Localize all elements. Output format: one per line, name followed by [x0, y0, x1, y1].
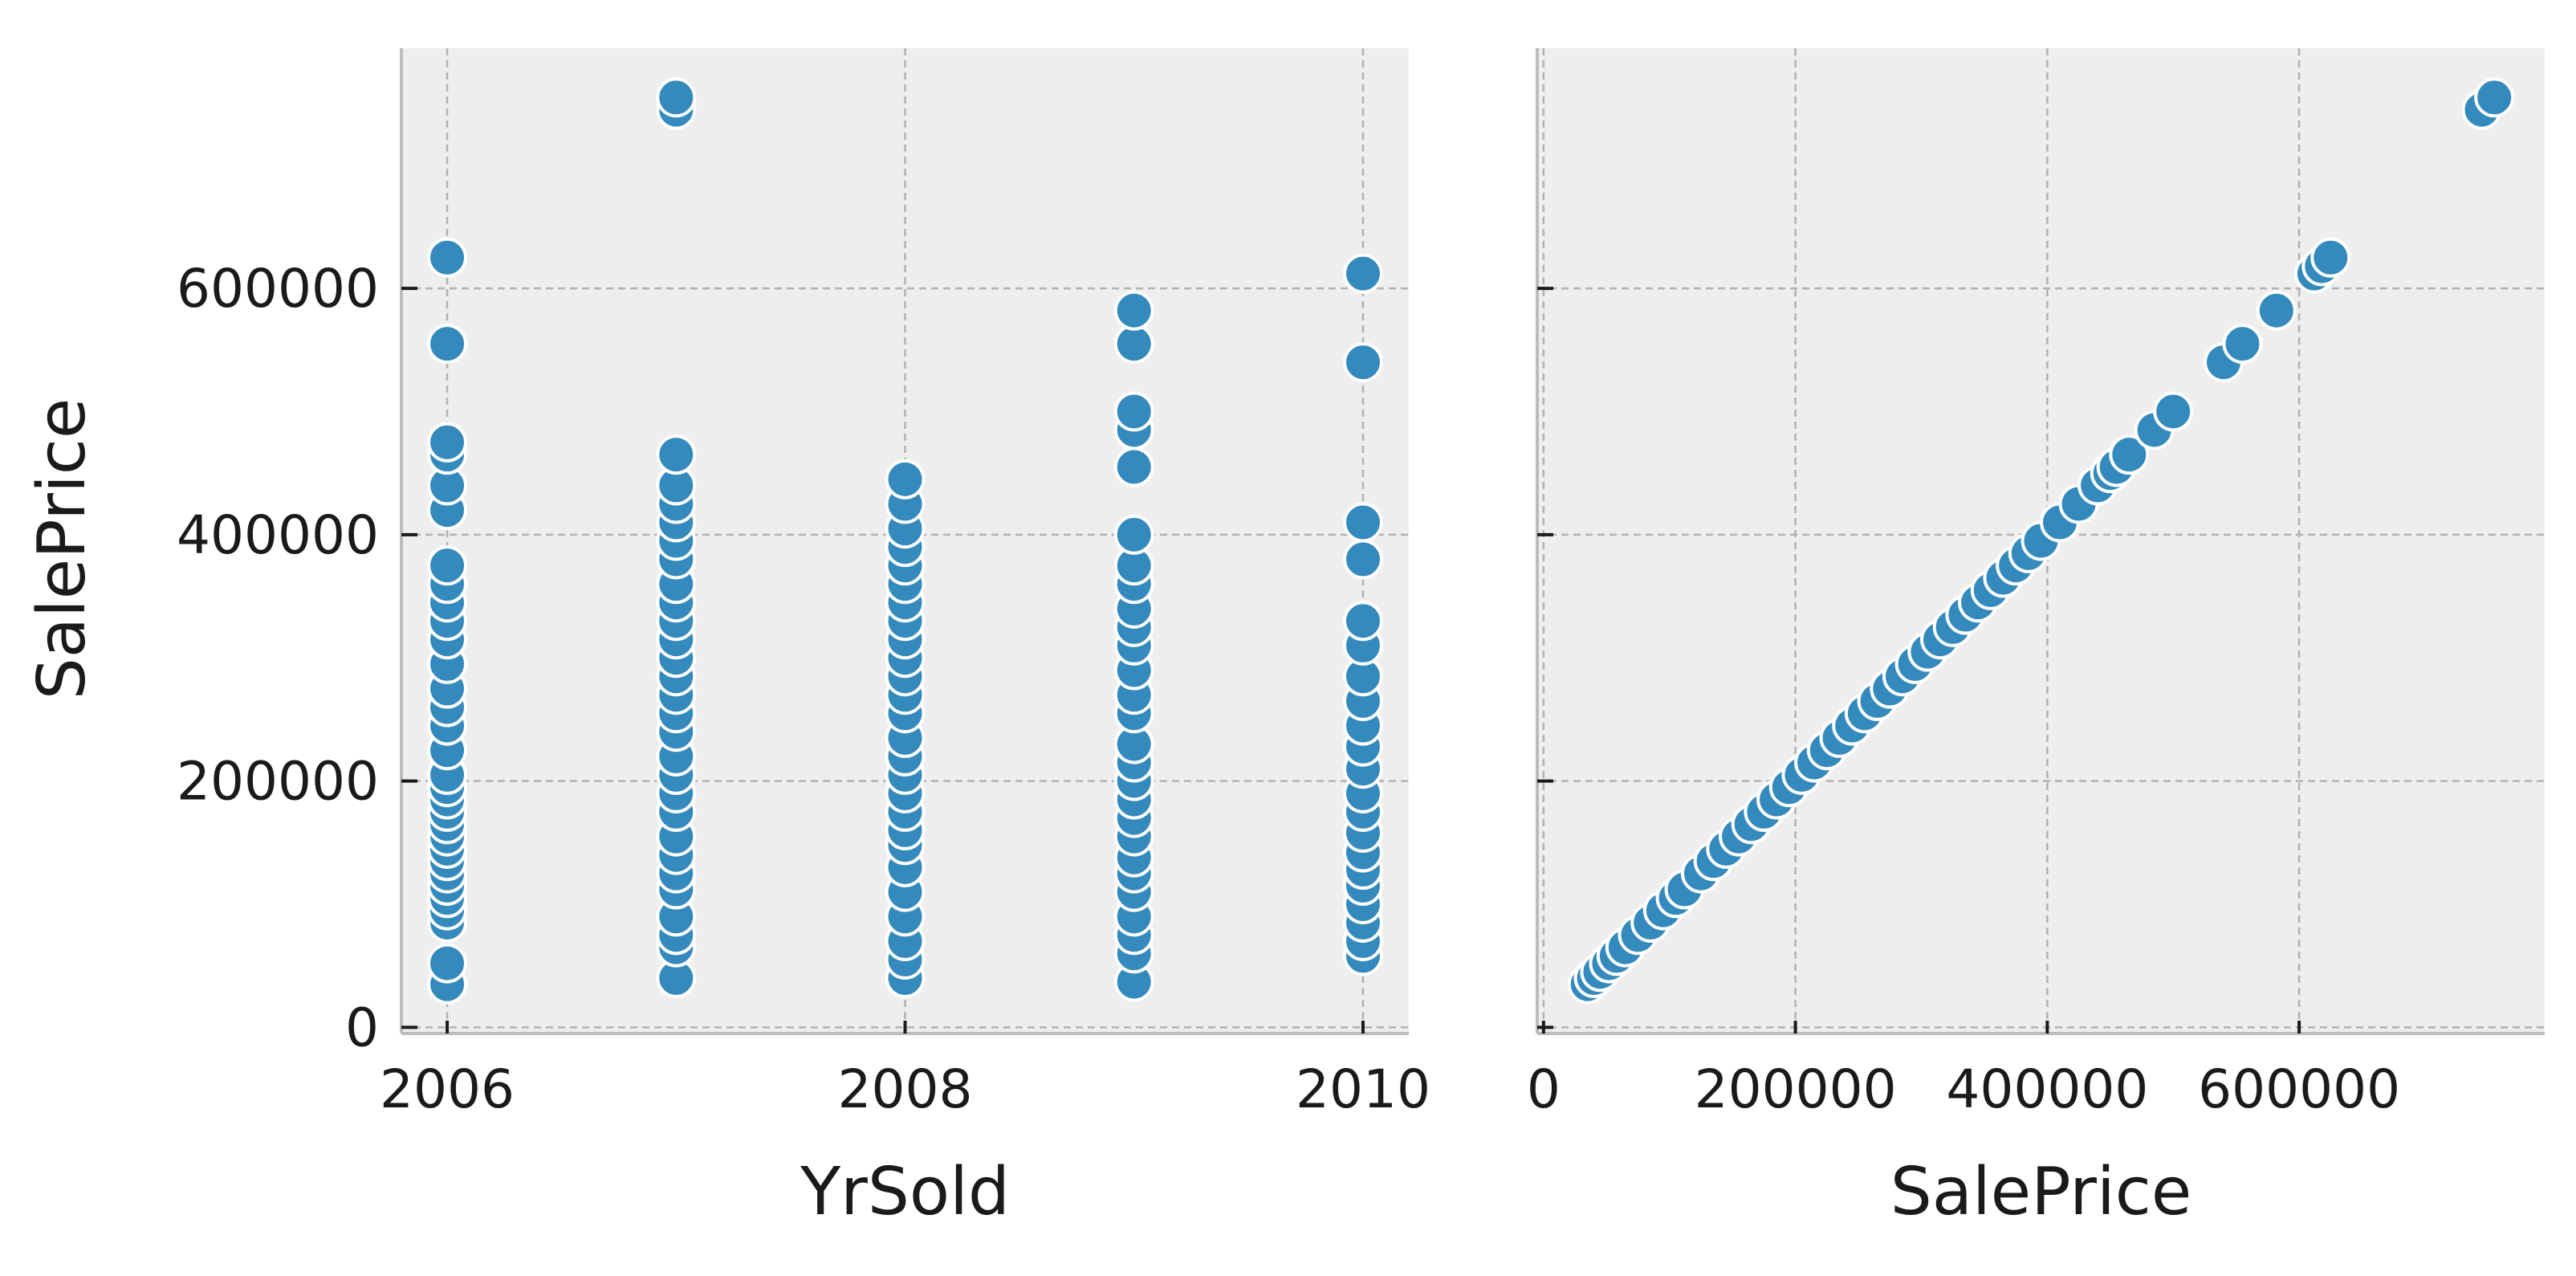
data-point — [1113, 446, 1154, 487]
x-tick-label: 2008 — [838, 1058, 973, 1120]
data-point — [2222, 324, 2263, 365]
data-point — [656, 434, 697, 475]
data-point — [427, 545, 468, 586]
data-point — [2310, 237, 2351, 278]
data-point — [885, 459, 926, 499]
data-point — [2109, 434, 2150, 475]
x-tick-label: 0 — [1527, 1058, 1561, 1120]
data-point — [2153, 391, 2194, 432]
scatter-panel-yrsold: 2006 2008 2010 0 200000 400000 600000 YrSold Sal… — [24, 48, 1430, 1230]
y-tick-label: 200000 — [177, 751, 379, 813]
data-point — [2256, 290, 2297, 331]
data-point — [1342, 601, 1383, 642]
x-axis-label: SalePrice — [1890, 1154, 2192, 1230]
data-point — [1113, 290, 1154, 331]
data-point — [1113, 514, 1154, 555]
data-point — [1342, 342, 1383, 383]
data-point — [1113, 324, 1154, 365]
data-point — [427, 324, 468, 365]
data-point — [2474, 77, 2515, 118]
data-point — [427, 237, 468, 278]
data-point — [1342, 253, 1383, 294]
x-tick-label: 600000 — [2198, 1058, 2400, 1120]
data-point — [427, 943, 468, 984]
data-point — [656, 77, 697, 118]
x-tick-label: 400000 — [1946, 1058, 2148, 1120]
y-tick-label: 400000 — [177, 504, 379, 566]
y-tick-label: 600000 — [177, 258, 379, 320]
data-point — [427, 422, 468, 463]
x-tick-label: 2010 — [1296, 1058, 1430, 1120]
x-tick-label: 2006 — [380, 1058, 515, 1120]
y-axis-label: SalePrice — [24, 398, 100, 700]
data-point — [1342, 539, 1383, 580]
y-tick-label: 0 — [345, 997, 379, 1058]
data-point — [1342, 502, 1383, 543]
data-point — [1113, 391, 1154, 432]
x-axis-label: YrSold — [800, 1154, 1010, 1230]
x-tick-label: 200000 — [1695, 1058, 1897, 1120]
